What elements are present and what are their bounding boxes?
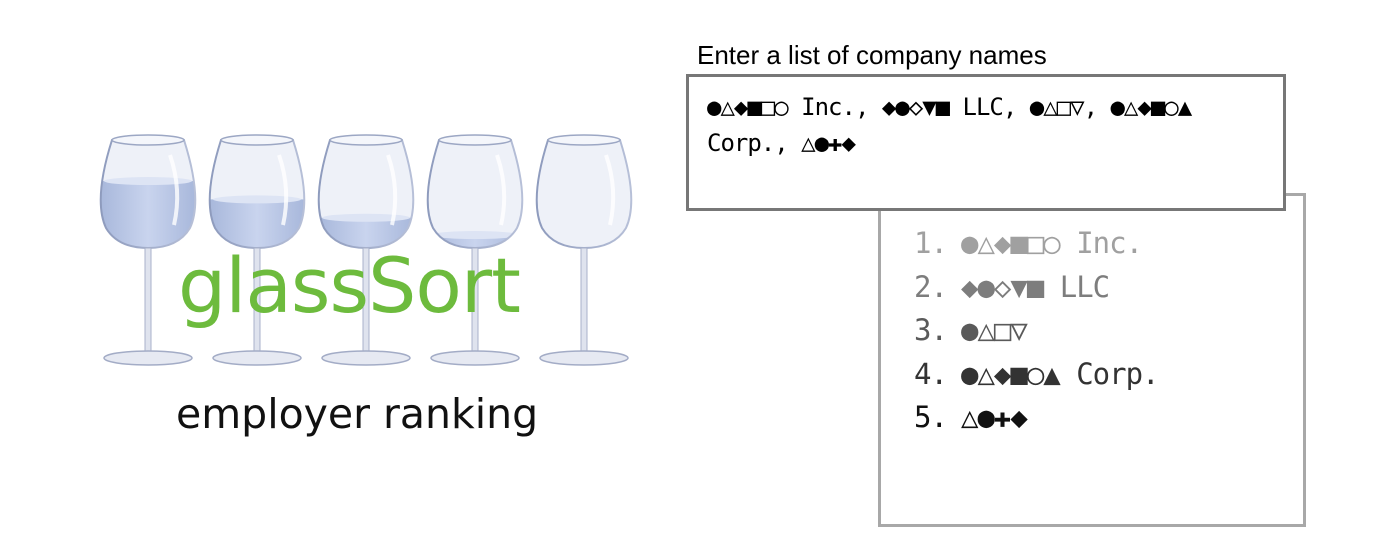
wine-glass-icon — [99, 134, 197, 366]
result-company-name: ●△◆■□○ Inc. — [961, 226, 1143, 260]
result-rank: 1. — [914, 226, 948, 260]
wine-glasses-icon — [99, 134, 633, 366]
wine-glass-icon — [535, 134, 633, 366]
company-names-input[interactable]: ●△◆■□○ Inc., ◆●◇▼■ LLC, ●△□▽, ●△◆■○▲ Cor… — [686, 74, 1286, 211]
glass-illustration — [95, 120, 645, 380]
result-company-name: ◆●◇▼■ LLC — [961, 269, 1110, 304]
result-item: 4. ●△◆■○▲ Corp. — [914, 353, 1160, 397]
wine-glass-icon — [426, 134, 524, 366]
result-company-name: ●△□▽ — [961, 313, 1028, 347]
result-item: 2. ◆●◇▼■ LLC — [914, 266, 1159, 310]
brand-subtitle: employer ranking — [176, 390, 539, 438]
result-item: 3. ●△□▽ — [914, 309, 1159, 353]
result-company-name: △●✚◆ — [961, 400, 1028, 434]
result-company-name: ●△◆■○▲ Corp. — [961, 356, 1160, 391]
brand-title: glassSort — [178, 241, 521, 330]
result-rank: 4. — [914, 356, 948, 391]
result-item: 1. ●△◆■□○ Inc. — [914, 222, 1159, 266]
result-item: 5. △●✚◆ — [914, 396, 1159, 440]
result-rank: 2. — [914, 269, 948, 304]
result-rank: 3. — [914, 313, 948, 347]
results-panel: 1. ●△◆■□○ Inc. 2. ◆●◇▼■ LLC 3. ●△□▽ 4. ●△◆■○▲ C… — [878, 193, 1306, 527]
wine-glass-icon — [208, 134, 306, 366]
company-names-value: ●△◆■□○ Inc., ◆●◇▼■ LLC, ●△□▽, ●△◆■○▲ Cor… — [707, 93, 1192, 157]
input-label: Enter a list of company names — [697, 40, 1047, 70]
results-list: 1. ●△◆■□○ Inc. 2. ◆●◇▼■ LLC 3. ●△□▽ 4. ●△◆■○▲ C… — [914, 222, 1160, 440]
result-rank: 5. — [914, 400, 948, 434]
